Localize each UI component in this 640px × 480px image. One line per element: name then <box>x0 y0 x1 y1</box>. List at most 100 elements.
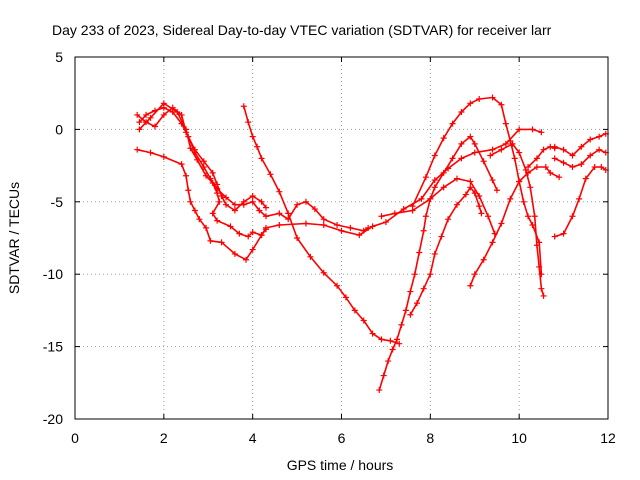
data-point <box>178 111 185 118</box>
data-point <box>527 184 534 191</box>
data-point <box>209 169 216 176</box>
chart-title: Day 233 of 2023, Sidereal Day-to-day VTE… <box>52 22 552 38</box>
data-point <box>480 158 487 165</box>
x-tick-label: 10 <box>511 430 527 446</box>
data-series-13 <box>551 164 609 240</box>
data-point <box>420 227 427 234</box>
data-series-15 <box>551 146 609 171</box>
data-point <box>431 184 438 191</box>
data-point <box>276 188 283 195</box>
data-point <box>569 164 576 171</box>
data-point <box>187 198 194 205</box>
data-point <box>342 294 349 301</box>
data-point <box>476 193 483 200</box>
series-line <box>411 96 543 275</box>
data-point <box>560 146 567 153</box>
data-point <box>240 103 247 110</box>
data-point <box>258 198 265 205</box>
axis-ticks: 0 2 4 6 8 10 12 5 0 -5 -10 -15 -20 <box>43 49 616 446</box>
data-point <box>498 220 505 227</box>
data-point <box>449 155 456 162</box>
data-point <box>516 178 523 185</box>
data-point <box>427 195 434 202</box>
data-point <box>351 307 358 314</box>
data-point <box>471 271 478 278</box>
data-point <box>216 198 223 205</box>
data-point <box>160 153 167 160</box>
data-point <box>431 152 438 159</box>
series-line <box>469 166 560 287</box>
data-point <box>467 184 474 191</box>
y-axis-label: SDTVAR / TECUs <box>6 182 22 294</box>
data-point <box>218 239 225 246</box>
data-point <box>458 109 465 116</box>
series-line <box>138 102 267 238</box>
data-point <box>136 119 143 126</box>
data-point <box>365 224 372 231</box>
data-point <box>467 133 474 140</box>
data-point <box>449 120 456 127</box>
data-point <box>369 223 376 230</box>
data-point <box>223 194 230 201</box>
data-point <box>478 210 485 217</box>
series-line <box>136 128 543 261</box>
data-point <box>487 152 494 159</box>
data-point <box>431 177 438 184</box>
data-point <box>560 159 567 166</box>
data-point <box>382 219 389 226</box>
data-point <box>402 307 409 314</box>
data-point <box>471 140 478 147</box>
data-point <box>596 133 603 140</box>
data-point <box>551 143 558 150</box>
data-series-7 <box>407 184 485 318</box>
data-point <box>529 126 536 133</box>
series-line <box>138 106 369 232</box>
data-point <box>525 213 532 220</box>
data-point <box>258 232 265 239</box>
data-point <box>231 250 238 257</box>
data-series-9 <box>409 94 545 278</box>
data-series-3 <box>134 104 269 214</box>
data-point <box>256 207 263 214</box>
data-point <box>476 203 483 210</box>
y-tick-label: -5 <box>51 194 64 210</box>
data-point <box>307 253 314 260</box>
data-series-12 <box>487 140 547 299</box>
data-point <box>376 387 383 394</box>
data-point <box>394 336 401 343</box>
data-point <box>453 175 460 182</box>
data-point <box>240 198 247 205</box>
data-point <box>302 220 309 227</box>
data-point <box>440 169 447 176</box>
data-point <box>422 213 429 220</box>
x-tick-label: 2 <box>160 430 168 446</box>
data-point <box>360 317 367 324</box>
data-point <box>214 190 221 197</box>
data-point <box>511 155 518 162</box>
x-axis-label: GPS time / hours <box>287 457 394 473</box>
data-point <box>467 282 474 289</box>
data-series-4 <box>136 100 269 240</box>
data-point <box>191 146 198 153</box>
x-tick-label: 4 <box>249 430 257 446</box>
data-point <box>531 213 538 220</box>
data-point <box>245 233 252 240</box>
data-point <box>489 94 496 101</box>
data-point <box>407 311 414 318</box>
data-point <box>389 346 396 353</box>
data-point <box>147 149 154 156</box>
data-point <box>489 146 496 153</box>
data-point <box>420 285 427 292</box>
data-point <box>302 198 309 205</box>
data-point <box>476 95 483 102</box>
data-point <box>391 210 398 217</box>
data-point <box>378 336 385 343</box>
data-point <box>409 207 416 214</box>
data-point <box>438 233 445 240</box>
data-point <box>578 143 585 150</box>
data-point <box>458 140 465 147</box>
data-point <box>320 269 327 276</box>
y-tick-label: -15 <box>43 339 63 355</box>
data-point <box>540 146 547 153</box>
